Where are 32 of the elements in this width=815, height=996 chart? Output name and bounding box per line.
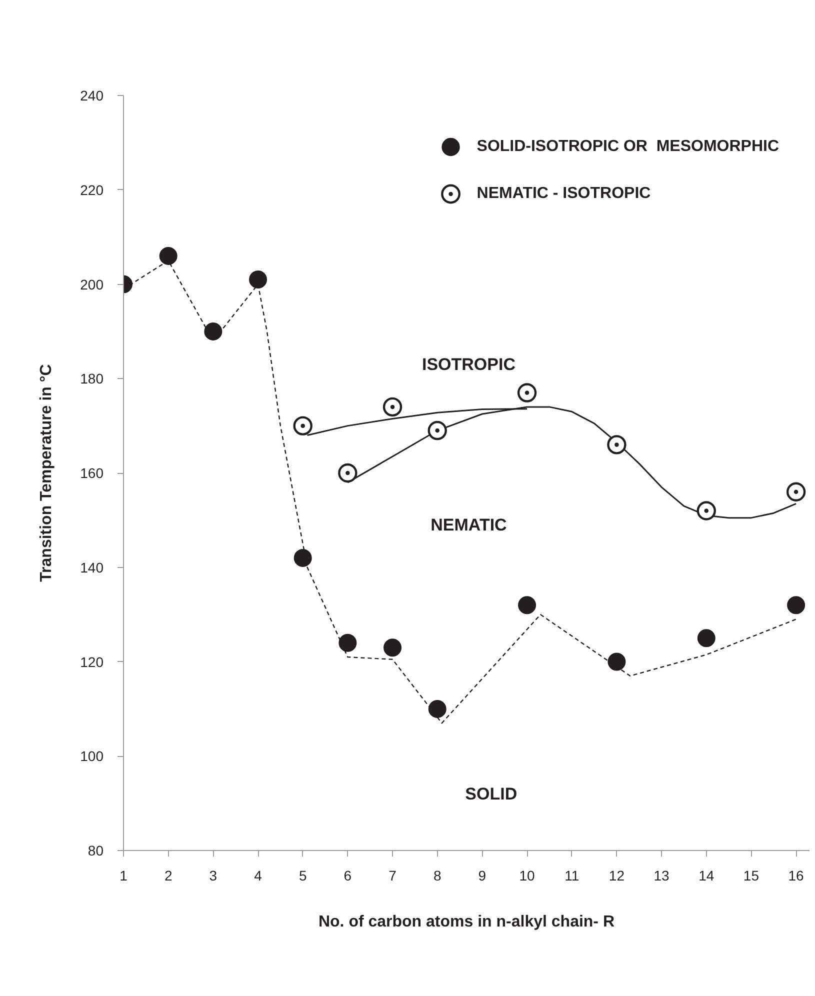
- x-tick-label: 1: [120, 868, 128, 884]
- y-tick-label: 160: [80, 465, 104, 481]
- y-tick-label: 140: [80, 559, 104, 576]
- legend-label: SOLID-ISOTROPIC OR MESOMORPHIC: [476, 138, 779, 156]
- y-tick-label: 220: [80, 182, 104, 198]
- x-tick-label: 9: [478, 868, 486, 884]
- x-axis-title: No. of carbon atoms in n-alkyl chain- R: [318, 914, 615, 930]
- y-tick-label: 180: [80, 370, 104, 387]
- x-tick-label: 16: [788, 868, 804, 884]
- annotation: SOLID: [465, 784, 518, 804]
- x-tick-label: 8: [433, 868, 442, 884]
- x-tick-label: 15: [743, 868, 760, 884]
- x-tick-label: 2: [164, 868, 172, 884]
- x-tick-label: 7: [388, 868, 397, 884]
- x-tick-label: 4: [254, 868, 262, 884]
- y-tick-label: 120: [80, 654, 104, 670]
- x-tick-label: 6: [344, 868, 352, 884]
- y-tick-label: 100: [80, 748, 104, 764]
- y-tick-label: 80: [88, 842, 104, 858]
- x-tick-label: 11: [564, 868, 580, 884]
- annotation: NEMATIC: [430, 515, 507, 534]
- x-tick-label: 13: [654, 868, 670, 884]
- legend-label: NEMATIC - ISOTROPIC: [476, 184, 651, 202]
- y-axis-title: Transition Temperature in °C: [38, 364, 56, 582]
- x-tick-label: 3: [209, 868, 218, 884]
- x-tick-label: 10: [519, 868, 536, 884]
- y-tick-label: 240: [80, 88, 104, 104]
- y-tick-label: 200: [80, 276, 104, 292]
- x-tick-label: 5: [298, 868, 307, 884]
- x-tick-label: 14: [698, 868, 714, 884]
- x-tick-label: 12: [608, 868, 625, 884]
- annotation: ISOTROPIC: [422, 354, 516, 374]
